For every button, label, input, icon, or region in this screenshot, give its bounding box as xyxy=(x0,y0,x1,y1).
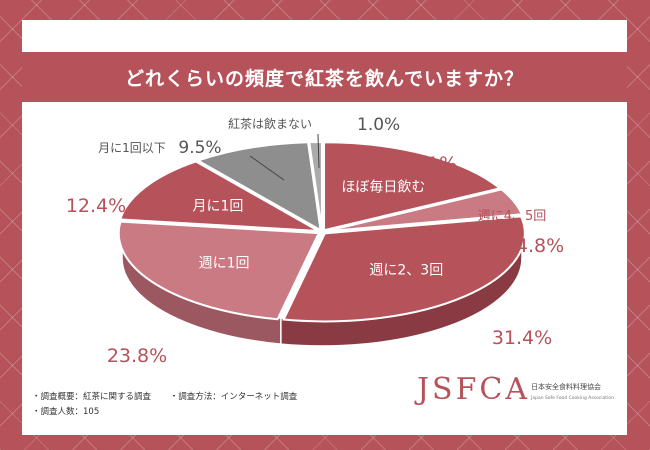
pie-slice-2 xyxy=(282,215,526,323)
logo-japanese-name: 日本安全食料料理協会 xyxy=(531,383,601,391)
survey-method: ・調査方法：インターネット調査 xyxy=(169,392,298,402)
data-label-8: 紅茶は飲まない xyxy=(228,116,312,131)
chart-title: どれくらいの頻度で紅茶を飲んでいますか？ xyxy=(22,52,627,102)
pie-slice-5 xyxy=(195,141,322,233)
data-label-9: 1.0% xyxy=(357,115,400,135)
survey-overview: ・調査概要：紅茶に関する調査 xyxy=(32,392,152,402)
data-label-0: 17.1% xyxy=(397,153,457,175)
data-label-1: 週に4、5回 xyxy=(478,209,547,224)
leader-line-0 xyxy=(249,155,285,181)
logo-main-text: JSFCA xyxy=(417,372,531,407)
slice-inner-label-0: ほぼ毎日飲む xyxy=(341,179,425,195)
pie-slice-3 xyxy=(117,220,321,321)
survey-count: ・調査人数：105 xyxy=(32,407,100,417)
slice-inner-label-3: 週に1回 xyxy=(199,256,250,272)
pie-slice-0 xyxy=(323,141,503,232)
leader-line-1 xyxy=(317,133,320,169)
data-label-5: 12.4% xyxy=(66,195,126,217)
logo-english-name: Japan Safe Food Cooking Association xyxy=(531,396,614,401)
slice-inner-label-4: 月に1回 xyxy=(192,199,243,215)
data-label-4: 23.8% xyxy=(107,345,167,367)
data-label-3: 31.4% xyxy=(492,327,552,349)
chart-card: どれくらいの頻度で紅茶を飲んでいますか？ ほぼ毎日飲む週に2、3回 週に1回 月に1… xyxy=(22,20,627,435)
pie-slice-1 xyxy=(325,188,524,233)
data-label-7: 9.5% xyxy=(178,138,221,158)
jsfca-logo: JSFCA 日本安全食料料理協会 Japan Safe Food Cooking… xyxy=(417,372,617,412)
pie-slice-4 xyxy=(118,160,320,233)
data-label-2: 4.8% xyxy=(516,235,564,257)
slice-inner-label-2: 週に2、3回 xyxy=(369,263,443,279)
survey-notes: ・調査概要：紅茶に関する調査 ・調査方法：インターネット調査 ・調査人数：105 xyxy=(32,390,313,420)
data-label-6: 月に1回以下 xyxy=(98,141,166,155)
